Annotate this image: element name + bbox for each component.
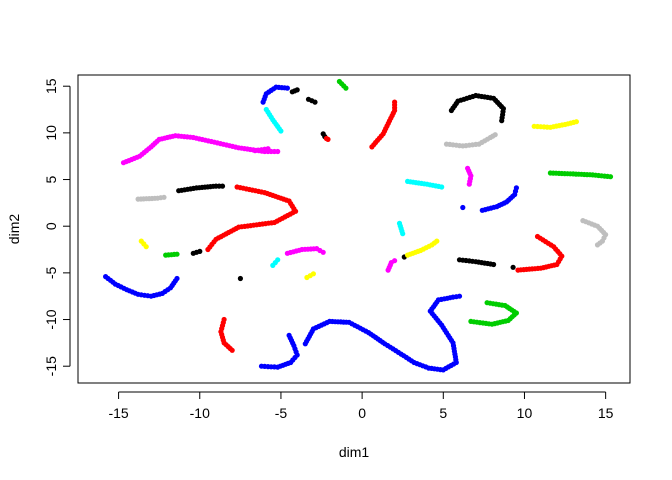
- data-point: [510, 264, 516, 270]
- data-point: [607, 174, 614, 180]
- data-point: [161, 194, 167, 200]
- x-tick-label: 10: [517, 405, 533, 421]
- series-0: [103, 84, 520, 373]
- data-point: [468, 318, 474, 324]
- y-tick-label: 10: [43, 125, 59, 141]
- data-point: [197, 248, 203, 254]
- data-point: [392, 99, 398, 105]
- data-point: [392, 258, 398, 264]
- data-point: [573, 119, 580, 125]
- data-points: [103, 78, 614, 373]
- plot-frame: [77, 74, 631, 384]
- data-point: [466, 181, 472, 187]
- series-1: [263, 106, 445, 268]
- data-point: [400, 231, 406, 237]
- data-point: [439, 184, 445, 190]
- x-tick-label: -5: [275, 405, 288, 421]
- data-point: [278, 128, 284, 134]
- data-point: [284, 85, 290, 91]
- x-tick-label: 15: [598, 405, 614, 421]
- data-point: [174, 275, 180, 282]
- y-axis: -15 -10 -5 0 5 10 15: [43, 78, 71, 376]
- data-point: [534, 233, 541, 240]
- data-point: [513, 185, 520, 191]
- data-point: [492, 132, 498, 138]
- x-tick-label: -15: [108, 405, 128, 421]
- series-2: [176, 87, 516, 282]
- data-point: [434, 238, 440, 244]
- data-point: [275, 257, 281, 263]
- data-point: [310, 271, 316, 277]
- data-point: [205, 246, 211, 253]
- data-point: [229, 347, 235, 353]
- data-point: [499, 118, 505, 124]
- data-point: [265, 146, 271, 152]
- x-tick-label: 0: [358, 405, 366, 421]
- data-point: [174, 251, 180, 257]
- series-3: [163, 78, 614, 327]
- data-point: [237, 275, 243, 282]
- data-point: [312, 99, 318, 105]
- series-5: [120, 133, 474, 273]
- y-axis-label: dim2: [6, 214, 22, 245]
- x-axis-label: dim1: [339, 444, 370, 460]
- x-axis: -15 -10 -5 0 5 10 15: [108, 391, 614, 421]
- data-point: [320, 249, 326, 255]
- data-point: [219, 183, 226, 189]
- data-point: [325, 136, 331, 142]
- series-7: [135, 132, 609, 248]
- y-tick-label: -15: [43, 356, 59, 376]
- x-tick-label: 5: [439, 405, 447, 421]
- y-tick-label: -10: [43, 309, 59, 329]
- data-point: [275, 148, 281, 155]
- data-point: [286, 332, 292, 338]
- data-point: [594, 242, 601, 248]
- data-point: [460, 204, 466, 211]
- y-tick-label: -5: [43, 266, 59, 279]
- data-point: [343, 85, 349, 91]
- x-tick-label: -10: [190, 405, 210, 421]
- data-point: [491, 261, 497, 268]
- y-tick-label: 5: [43, 175, 59, 183]
- series-4: [205, 99, 565, 353]
- y-tick-label: 0: [43, 222, 59, 230]
- series-6: [138, 119, 580, 281]
- y-tick-label: 15: [43, 78, 59, 94]
- data-point: [294, 87, 300, 93]
- data-point: [143, 244, 149, 250]
- data-point: [456, 293, 463, 299]
